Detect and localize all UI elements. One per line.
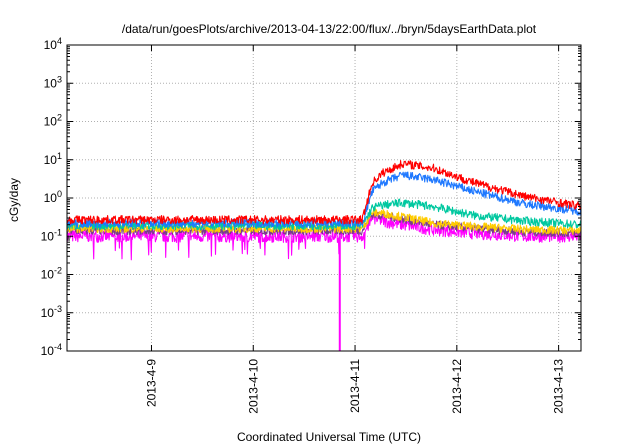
y-tick-label: 102 xyxy=(44,113,62,129)
grid-layer xyxy=(67,45,581,351)
y-axis: 10-4 10-3 10-2 10-1 100 101 102 103 104 xyxy=(41,36,581,358)
y-tick-label: 104 xyxy=(44,36,62,52)
y-tick-label: 10-1 xyxy=(41,227,62,243)
x-axis: 2013-4-9 2013-4-10 2013-4-11 2013-4-12 2013-… xyxy=(144,45,566,414)
x-tick-label: 2013-4-12 xyxy=(450,359,464,414)
y-tick-label: 101 xyxy=(44,151,62,167)
x-axis-label: Coordinated Universal Time (UTC) xyxy=(237,430,421,444)
series-line xyxy=(66,159,582,225)
y-tick-label: 10-2 xyxy=(41,266,62,282)
x-tick-label: 2013-4-11 xyxy=(348,359,362,413)
y-tick-label: 103 xyxy=(44,74,62,90)
plot-frame xyxy=(66,44,582,352)
x-tick-label: 2013-4-9 xyxy=(144,359,158,407)
y-axis-label: cGy/day xyxy=(7,178,21,222)
series-line xyxy=(66,171,582,228)
y-tick-label: 100 xyxy=(44,189,62,205)
chart-title: /data/run/goesPlots/archive/2013-04-13/2… xyxy=(122,22,537,36)
y-tick-label: 10-4 xyxy=(41,342,62,358)
series-layer xyxy=(66,159,582,351)
x-tick-label: 2013-4-10 xyxy=(246,359,260,414)
series-line xyxy=(66,198,582,231)
series-line xyxy=(66,212,582,261)
x-tick-label: 2013-4-13 xyxy=(552,359,566,414)
y-tick-label: 10-3 xyxy=(41,304,62,320)
